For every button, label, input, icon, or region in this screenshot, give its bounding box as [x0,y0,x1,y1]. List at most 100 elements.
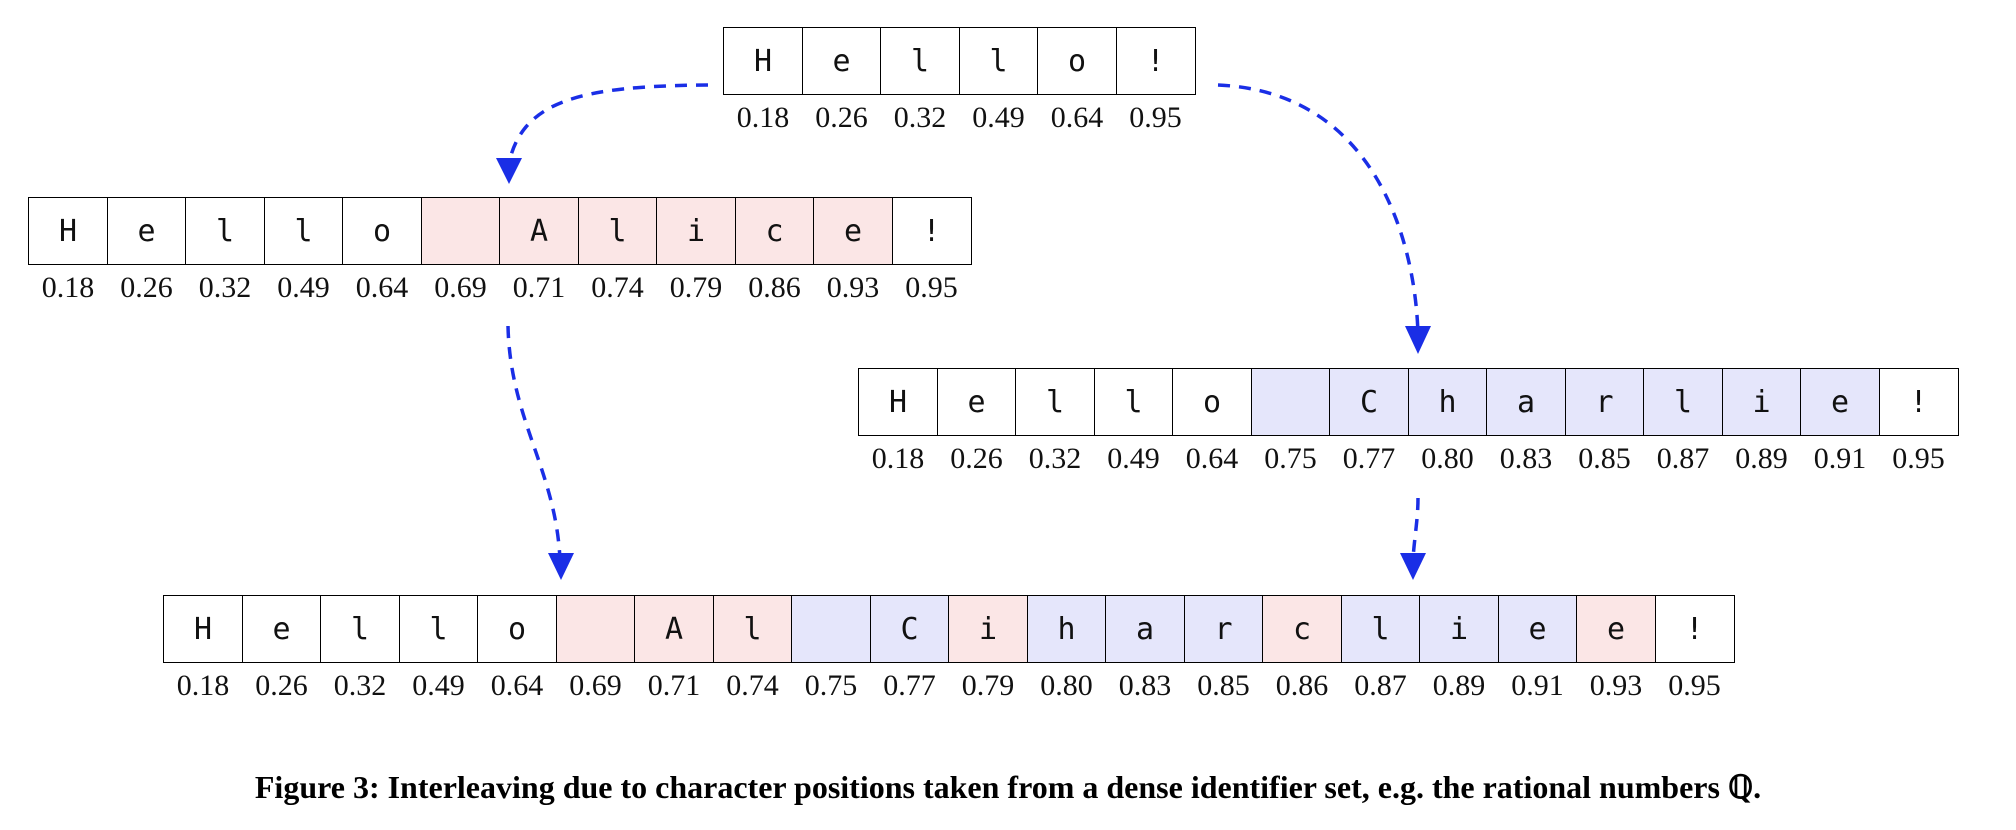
position-label: 0.75 [1264,442,1317,475]
arrowhead-charlie-to-merged [1400,553,1426,580]
position-label: 0.83 [1499,442,1553,475]
position-label: 0.95 [1892,442,1945,475]
position-label: 0.80 [1040,669,1093,702]
position-label: 0.64 [355,271,409,304]
position-label: 0.77 [883,669,936,702]
char-cell: A [499,197,579,265]
position-label: 0.80 [1421,442,1474,475]
arrowhead-original-to-alice [496,158,522,184]
char-cell: o [342,197,422,265]
position-label: 0.71 [647,669,701,702]
char-cell: o [477,595,557,663]
position-label: 0.75 [804,669,858,702]
char-cell: i [1721,368,1802,436]
position-label: 0.86 [1275,669,1329,702]
char-cell: l [263,197,344,265]
char-cell: a [1105,595,1185,663]
char-cell: l [880,27,960,95]
position-label: 0.18 [176,669,230,702]
char-cell: i [948,595,1028,663]
arrow-original-to-charlie [1217,83,1420,336]
char-cell: e [801,27,882,95]
char-cell: l [398,595,479,663]
char-cell: C [869,595,950,663]
position-label: 0.91 [1511,669,1564,702]
position-label: 0.74 [726,669,779,702]
char-cell: e [936,368,1017,436]
char-cell [791,595,871,663]
position-labels: 0.18 0.26 0.32 0.49 0.64 0.75 0.77 0.80 0.83 0.85… [858,442,1959,476]
position-label: 0.83 [1118,669,1172,702]
char-cell: h [1026,595,1107,663]
position-label: 0.69 [569,669,622,702]
char-cell: l [712,595,793,663]
position-label: 0.64 [1050,101,1104,134]
position-labels: 0.18 0.26 0.32 0.49 0.64 0.69 0.71 0.74 0.79 0.86… [28,271,972,305]
position-label: 0.49 [1107,442,1160,475]
char-cell: o [1172,368,1252,436]
position-label: 0.86 [748,271,801,304]
position-label: 0.79 [669,271,723,304]
position-label: 0.18 [736,101,790,134]
position-label: 0.85 [1578,442,1631,475]
char-cell: l [320,595,400,663]
char-cell: a [1486,368,1566,436]
position-label: 0.95 [905,271,958,304]
char-cell: r [1564,368,1645,436]
figure-caption: Figure 3: Interleaving due to character … [254,769,1762,805]
char-cell: l [185,197,265,265]
char-cell: e [241,595,322,663]
position-label: 0.18 [41,271,95,304]
position-label: 0.26 [950,442,1003,475]
position-label: 0.85 [1197,669,1250,702]
position-label: 0.26 [815,101,868,134]
position-label: 0.74 [591,271,644,304]
position-label: 0.32 [893,101,947,134]
position-labels: 0.18 0.26 0.32 0.49 0.64 0.95 [723,101,1196,135]
char-cell: l [1340,595,1421,663]
char-cell: i [656,197,736,265]
char-cell: ! [1115,27,1196,95]
position-label: 0.49 [277,271,330,304]
char-cell [1250,368,1331,436]
position-label: 0.26 [255,669,308,702]
char-cell: H [163,595,243,663]
position-label: 0.49 [972,101,1025,134]
char-cell: e [106,197,187,265]
char-cell: e [813,197,893,265]
char-cell: c [734,197,815,265]
position-label: 0.95 [1129,101,1182,134]
char-cell: ! [891,197,972,265]
char-cell: l [1093,368,1174,436]
position-label: 0.64 [490,669,544,702]
position-label: 0.71 [512,271,566,304]
position-label: 0.93 [826,271,880,304]
char-cell [555,595,636,663]
char-cell: H [28,197,108,265]
position-label: 0.64 [1185,442,1239,475]
position-label: 0.18 [871,442,925,475]
char-cell: ! [1878,368,1959,436]
position-label: 0.49 [412,669,465,702]
char-cell: H [858,368,938,436]
position-label: 0.93 [1589,669,1643,702]
arrow-charlie-to-merged [1411,497,1420,561]
char-cell: h [1407,368,1488,436]
char-cell: ! [1654,595,1735,663]
arrowhead-original-to-charlie [1405,326,1431,354]
position-label: 0.69 [434,271,487,304]
position-label: 0.79 [961,669,1015,702]
position-labels: 0.18 0.26 0.32 0.49 0.64 0.69 0.71 0.74 0.75 0.77… [163,669,1735,703]
char-cell: e [1497,595,1578,663]
position-label: 0.87 [1354,669,1407,702]
position-label: 0.32 [1028,442,1082,475]
position-label: 0.87 [1656,442,1710,475]
position-label: 0.95 [1668,669,1721,702]
char-cell: H [723,27,803,95]
